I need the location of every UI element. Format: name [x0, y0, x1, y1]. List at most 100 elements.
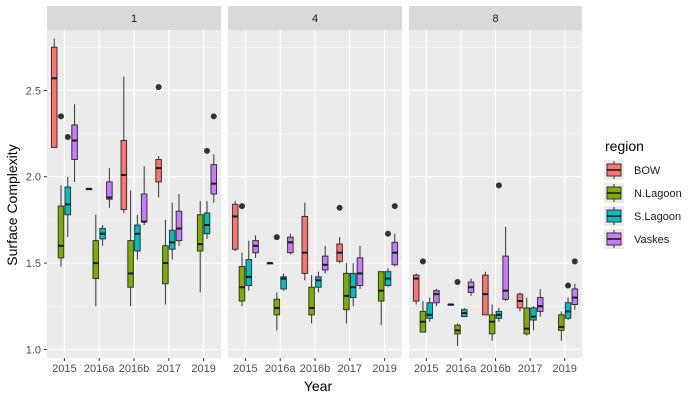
x-tick-label: 2019 — [552, 363, 576, 375]
outlier-point — [58, 113, 65, 120]
box-vaskes-2015 — [71, 104, 78, 182]
legend-entry-bow: BOW — [604, 160, 661, 180]
box-body — [196, 214, 204, 252]
box-body — [343, 272, 350, 311]
box-bow-2016a — [447, 303, 455, 306]
box-body — [308, 286, 315, 316]
box-vaskes-2016b — [321, 245, 329, 274]
box-body — [238, 266, 246, 302]
box-body — [488, 314, 496, 335]
box-body — [231, 203, 239, 250]
box-body — [155, 158, 162, 183]
box-s-lagoon-2016b — [315, 271, 322, 293]
box-s-lagoon-2019 — [564, 282, 572, 321]
box-s-lagoon-2015 — [64, 134, 72, 238]
box-vaskes-2016a — [287, 233, 294, 255]
box-s-lagoon-2015 — [426, 297, 433, 322]
outlier-point — [155, 83, 162, 90]
box-vaskes-2015 — [433, 288, 440, 307]
box-body — [175, 210, 183, 242]
x-tick-label: 2016a — [265, 363, 296, 375]
legend-label: BOW — [634, 165, 661, 177]
y-tick-label: 1.0 — [26, 344, 41, 356]
x-tick-label: 2016b — [480, 363, 511, 375]
x-tick-label: 2015 — [233, 363, 257, 375]
outlier-point — [384, 230, 391, 237]
facet-strip — [47, 6, 221, 30]
box-n-lagoon-2016b — [308, 275, 315, 324]
box-vaskes-2019 — [210, 113, 218, 203]
box-n-lagoon-2017 — [343, 263, 350, 324]
y-axis: 1.0 1.5 2.0 2.5 — [26, 85, 47, 356]
box-body — [536, 297, 544, 312]
box-s-lagoon-2019 — [203, 147, 211, 239]
box-s-lagoon-2015 — [245, 240, 253, 291]
legend-label: N.Lagoon — [634, 188, 682, 200]
box-body — [321, 255, 329, 271]
box-s-lagoon-2016b — [495, 182, 503, 322]
y-tick-label: 2.5 — [26, 85, 41, 97]
facet-strip-label: 1 — [131, 13, 137, 25]
box-body — [162, 245, 169, 285]
outlier-point — [336, 204, 343, 211]
box-body — [168, 229, 176, 250]
box-body — [210, 164, 218, 195]
facet-panel-1: 1 2015 2016a 2016b 2017 2019 — [47, 6, 221, 375]
box-n-lagoon-2016a — [273, 234, 281, 331]
box-body — [502, 255, 509, 300]
box-bow-2016b — [120, 76, 128, 213]
box-s-lagoon-2017 — [349, 263, 357, 307]
legend-entry-vaskes: Vaskes — [604, 229, 670, 249]
outlier-point — [64, 134, 71, 141]
outlier-point — [203, 147, 210, 154]
outlier-point — [565, 282, 572, 289]
box-bow-2016a — [266, 262, 274, 265]
box-n-lagoon-2015 — [238, 203, 246, 307]
box-body — [140, 193, 148, 223]
box-body — [287, 236, 294, 254]
box-bow-2017 — [336, 204, 343, 264]
box-vaskes-2016a — [106, 168, 113, 208]
legend-label: S.Lagoon — [634, 211, 681, 223]
legend-entry-s-lagoon: S.Lagoon — [604, 206, 681, 226]
x-tick-label: 2019 — [372, 363, 396, 375]
box-bow-2015 — [412, 273, 420, 305]
box-body — [203, 212, 211, 235]
outlier-point — [210, 113, 217, 120]
box-vaskes-2019 — [571, 258, 579, 310]
box-vaskes-2017 — [175, 194, 183, 246]
x-tick-label: 2017 — [157, 363, 181, 375]
box-vaskes-2016b — [502, 226, 509, 302]
box-body — [134, 224, 141, 252]
box-s-lagoon-2017 — [168, 202, 176, 260]
facet-strip — [228, 6, 402, 30]
box-s-lagoon-2017 — [530, 306, 537, 331]
box-n-lagoon-2017 — [162, 219, 169, 305]
box-body — [57, 205, 65, 259]
box-vaskes-2015 — [252, 235, 259, 258]
box-body — [426, 302, 433, 319]
box-vaskes-2019 — [391, 203, 399, 267]
box-body — [315, 276, 322, 288]
y-tick-label: 2.0 — [26, 172, 41, 184]
x-tick-label: 2016b — [119, 363, 150, 375]
box-n-lagoon-2016a — [92, 214, 100, 307]
x-tick-label: 2019 — [191, 363, 215, 375]
outlier-point — [273, 234, 280, 241]
legend-label: Vaskes — [634, 234, 670, 246]
y-tick-label: 1.5 — [26, 258, 41, 270]
box-body — [301, 215, 309, 274]
box-bow-2016a — [85, 187, 93, 191]
y-axis-title: Surface Complexity — [4, 144, 20, 265]
outlier-point — [239, 203, 246, 210]
legend-entry-n-lagoon: N.Lagoon — [604, 183, 682, 203]
box-bow-2015 — [231, 200, 239, 251]
x-tick-label: 2015 — [52, 363, 76, 375]
legend: region BOW N.Lagoon S.Lagoon Vaskes — [604, 138, 682, 249]
facet-strip-label: 8 — [492, 13, 498, 25]
box-s-lagoon-2016a — [280, 273, 287, 291]
box-body — [127, 240, 134, 288]
box-body — [558, 314, 565, 331]
box-body — [523, 307, 530, 335]
